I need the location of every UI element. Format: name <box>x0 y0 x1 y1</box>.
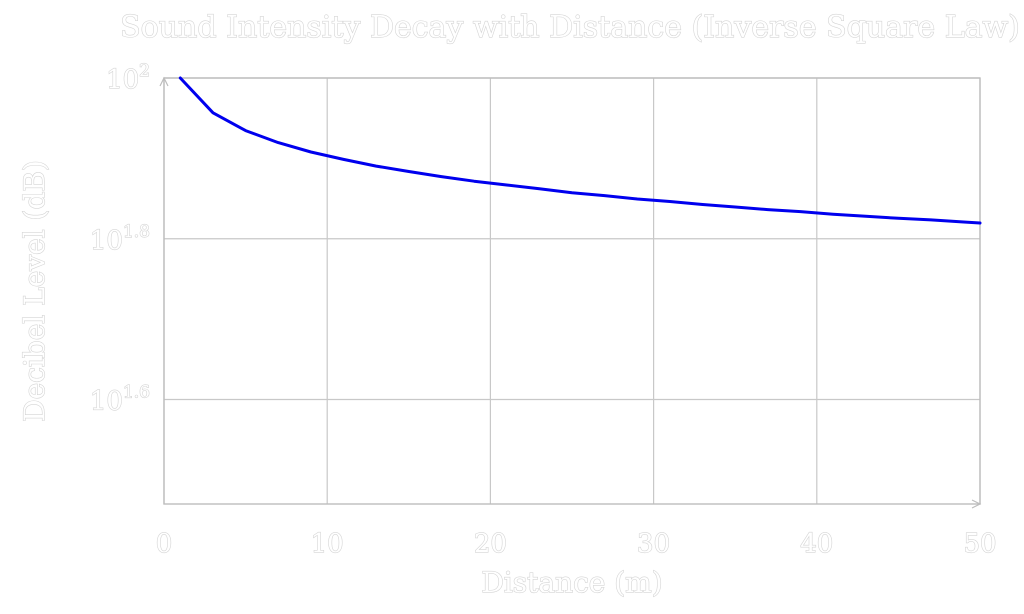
y-tick-exponent: 2 <box>139 61 150 81</box>
x-tick-labels: 0 10 20 30 40 50 <box>155 528 997 559</box>
chart-title: Sound Intensity Decay with Distance (Inv… <box>120 10 1020 45</box>
y-axis-arrow <box>159 76 169 87</box>
x-tick-label: 40 <box>800 529 833 559</box>
plot-frame <box>163 77 981 505</box>
y-tick-base: 10 <box>90 226 123 256</box>
y-tick-exponent: 1.8 <box>123 222 150 242</box>
x-axis-label: Distance (m) <box>481 566 662 599</box>
series-layer <box>178 76 982 225</box>
x-axis-arrow <box>971 499 982 509</box>
y-tick-base: 10 <box>90 387 123 417</box>
y-tick-exponent: 1.6 <box>123 383 150 403</box>
x-tick-label: 0 <box>156 529 173 559</box>
series-line <box>178 76 982 225</box>
y-tick-label: 101.6 <box>90 383 150 417</box>
x-tick-label: 50 <box>963 529 996 559</box>
grid <box>163 77 981 504</box>
x-tick-label: 30 <box>637 529 670 559</box>
y-axis-label: Decibel Level (dB) <box>18 160 51 422</box>
y-tick-label: 101.8 <box>90 222 150 256</box>
y-tick-label: 102 <box>106 61 150 95</box>
x-tick-label: 10 <box>311 529 344 559</box>
y-tick-base: 10 <box>106 65 139 95</box>
x-tick-label: 20 <box>474 529 507 559</box>
